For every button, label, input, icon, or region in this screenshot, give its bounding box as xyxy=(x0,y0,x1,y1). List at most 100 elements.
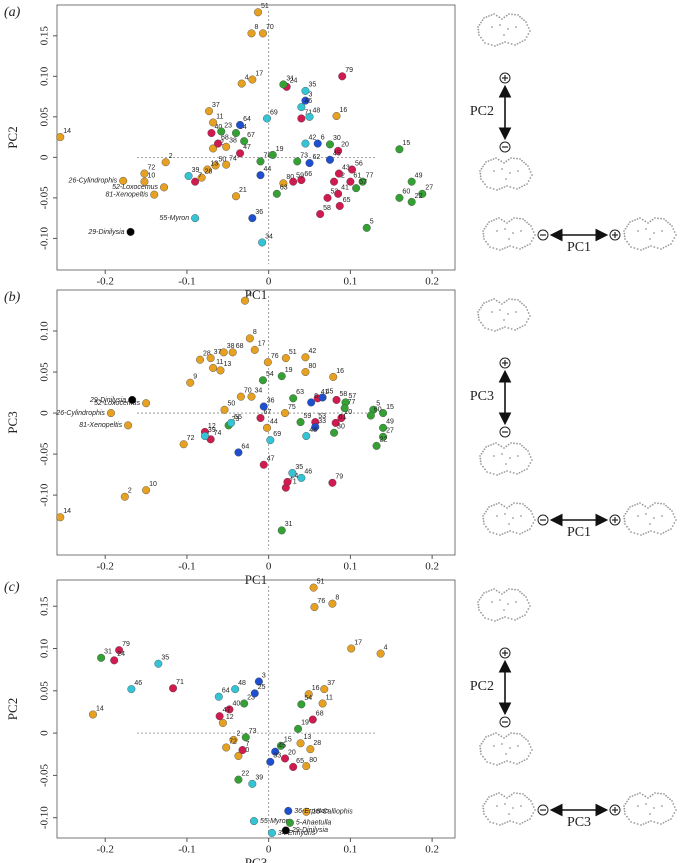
point xyxy=(302,762,311,771)
shape-dot xyxy=(506,821,509,823)
shape-dot xyxy=(509,172,511,174)
shape-dot xyxy=(493,588,495,590)
shape-dot xyxy=(495,442,497,444)
point-label: 77 xyxy=(366,173,374,180)
point xyxy=(366,411,375,420)
shape-dot xyxy=(644,220,647,223)
point xyxy=(297,700,306,709)
shape-dot xyxy=(532,237,535,239)
shape-dot xyxy=(667,244,670,247)
point-label: 46 xyxy=(304,98,312,105)
shape-dot xyxy=(499,249,501,251)
shape-dot xyxy=(499,824,501,826)
point xyxy=(263,358,272,367)
point-label: 2 xyxy=(169,153,173,160)
shape-dot xyxy=(527,312,530,314)
point-label: 60 xyxy=(402,189,410,196)
shape-dot xyxy=(528,453,531,455)
shape-dot xyxy=(496,619,499,621)
point-label: 64 xyxy=(241,443,249,450)
shape-dot xyxy=(512,762,515,764)
shape-dot xyxy=(509,457,511,459)
point-label: 16 xyxy=(336,368,344,375)
shape-dot xyxy=(671,815,674,817)
shape-dot xyxy=(508,298,510,300)
point xyxy=(150,190,159,199)
point xyxy=(293,157,302,166)
shape-dot xyxy=(501,303,503,305)
shape-dot xyxy=(656,247,659,249)
panel-label: (b) xyxy=(4,290,21,305)
side-axis-label: PC1 xyxy=(567,240,591,255)
shape-dot xyxy=(518,471,521,474)
shape-dot xyxy=(482,232,485,235)
shape-dot xyxy=(526,183,528,185)
point-label: 55-Myron xyxy=(160,215,190,222)
point-label: 61 xyxy=(339,414,347,421)
point-label: 21 xyxy=(239,187,247,194)
shape-dot xyxy=(631,220,634,222)
point-label: 80 xyxy=(286,174,294,181)
point-label: 19 xyxy=(301,720,309,727)
shape-dot xyxy=(641,503,644,506)
point-label: 40 xyxy=(214,124,222,131)
shape-dot xyxy=(495,589,498,592)
shape-dot xyxy=(488,590,490,592)
shape-dot xyxy=(514,298,516,301)
x-tick-label: 0.2 xyxy=(425,844,439,856)
point-label: 68 xyxy=(221,134,229,141)
shape-dot xyxy=(506,470,508,472)
shape-dot xyxy=(479,745,481,747)
shape-dot xyxy=(482,517,485,520)
point xyxy=(209,144,218,153)
point xyxy=(304,690,313,699)
shape-dot xyxy=(483,592,485,594)
shape-dot xyxy=(481,594,484,597)
shape-dot xyxy=(630,821,632,823)
point xyxy=(196,355,205,364)
shape-dot xyxy=(671,240,674,242)
shape-dot xyxy=(673,237,676,239)
plot-frame xyxy=(56,289,456,556)
shape-dot xyxy=(528,223,530,226)
shape-dot xyxy=(512,472,515,474)
shape-dot xyxy=(650,530,652,532)
shape-dot xyxy=(495,218,498,220)
shape-dot xyxy=(656,532,659,534)
shape-dot xyxy=(667,796,669,799)
point xyxy=(217,127,226,136)
point-label: 16 xyxy=(312,685,320,692)
shape-dot xyxy=(506,797,508,799)
point xyxy=(379,423,388,432)
point xyxy=(222,142,231,151)
shape-dot xyxy=(506,246,509,248)
shape-dot xyxy=(624,238,626,240)
point xyxy=(245,334,254,343)
shape-dot xyxy=(624,813,626,815)
x-tick-label: -0.1 xyxy=(178,276,195,288)
point xyxy=(407,197,416,206)
shape-dot xyxy=(503,761,506,763)
shape-dot xyxy=(623,230,625,232)
shape-dot xyxy=(521,325,524,328)
x-tick-label: -0.2 xyxy=(97,276,114,288)
point-label: 41 xyxy=(341,185,349,192)
shape-dot xyxy=(675,809,677,811)
point-label: 64 xyxy=(243,116,251,123)
shape-dot xyxy=(667,506,669,509)
shape-dot xyxy=(524,530,526,533)
point-label: 26-Cylindrophis xyxy=(55,410,105,417)
point-label: 11 xyxy=(326,694,333,701)
shape-dot xyxy=(528,743,531,745)
shape-dot xyxy=(520,230,522,232)
shape-dot xyxy=(480,463,482,465)
shape-dot xyxy=(495,299,498,302)
x-axis-label: PC1 xyxy=(245,572,267,587)
point xyxy=(305,112,314,121)
point xyxy=(127,685,136,694)
y-tick-label: -0.05 xyxy=(39,442,51,465)
y-tick-label: 0 xyxy=(39,730,51,736)
point-label: 64 xyxy=(222,688,230,695)
shape-dot xyxy=(505,753,507,755)
shape-dot xyxy=(513,792,515,794)
